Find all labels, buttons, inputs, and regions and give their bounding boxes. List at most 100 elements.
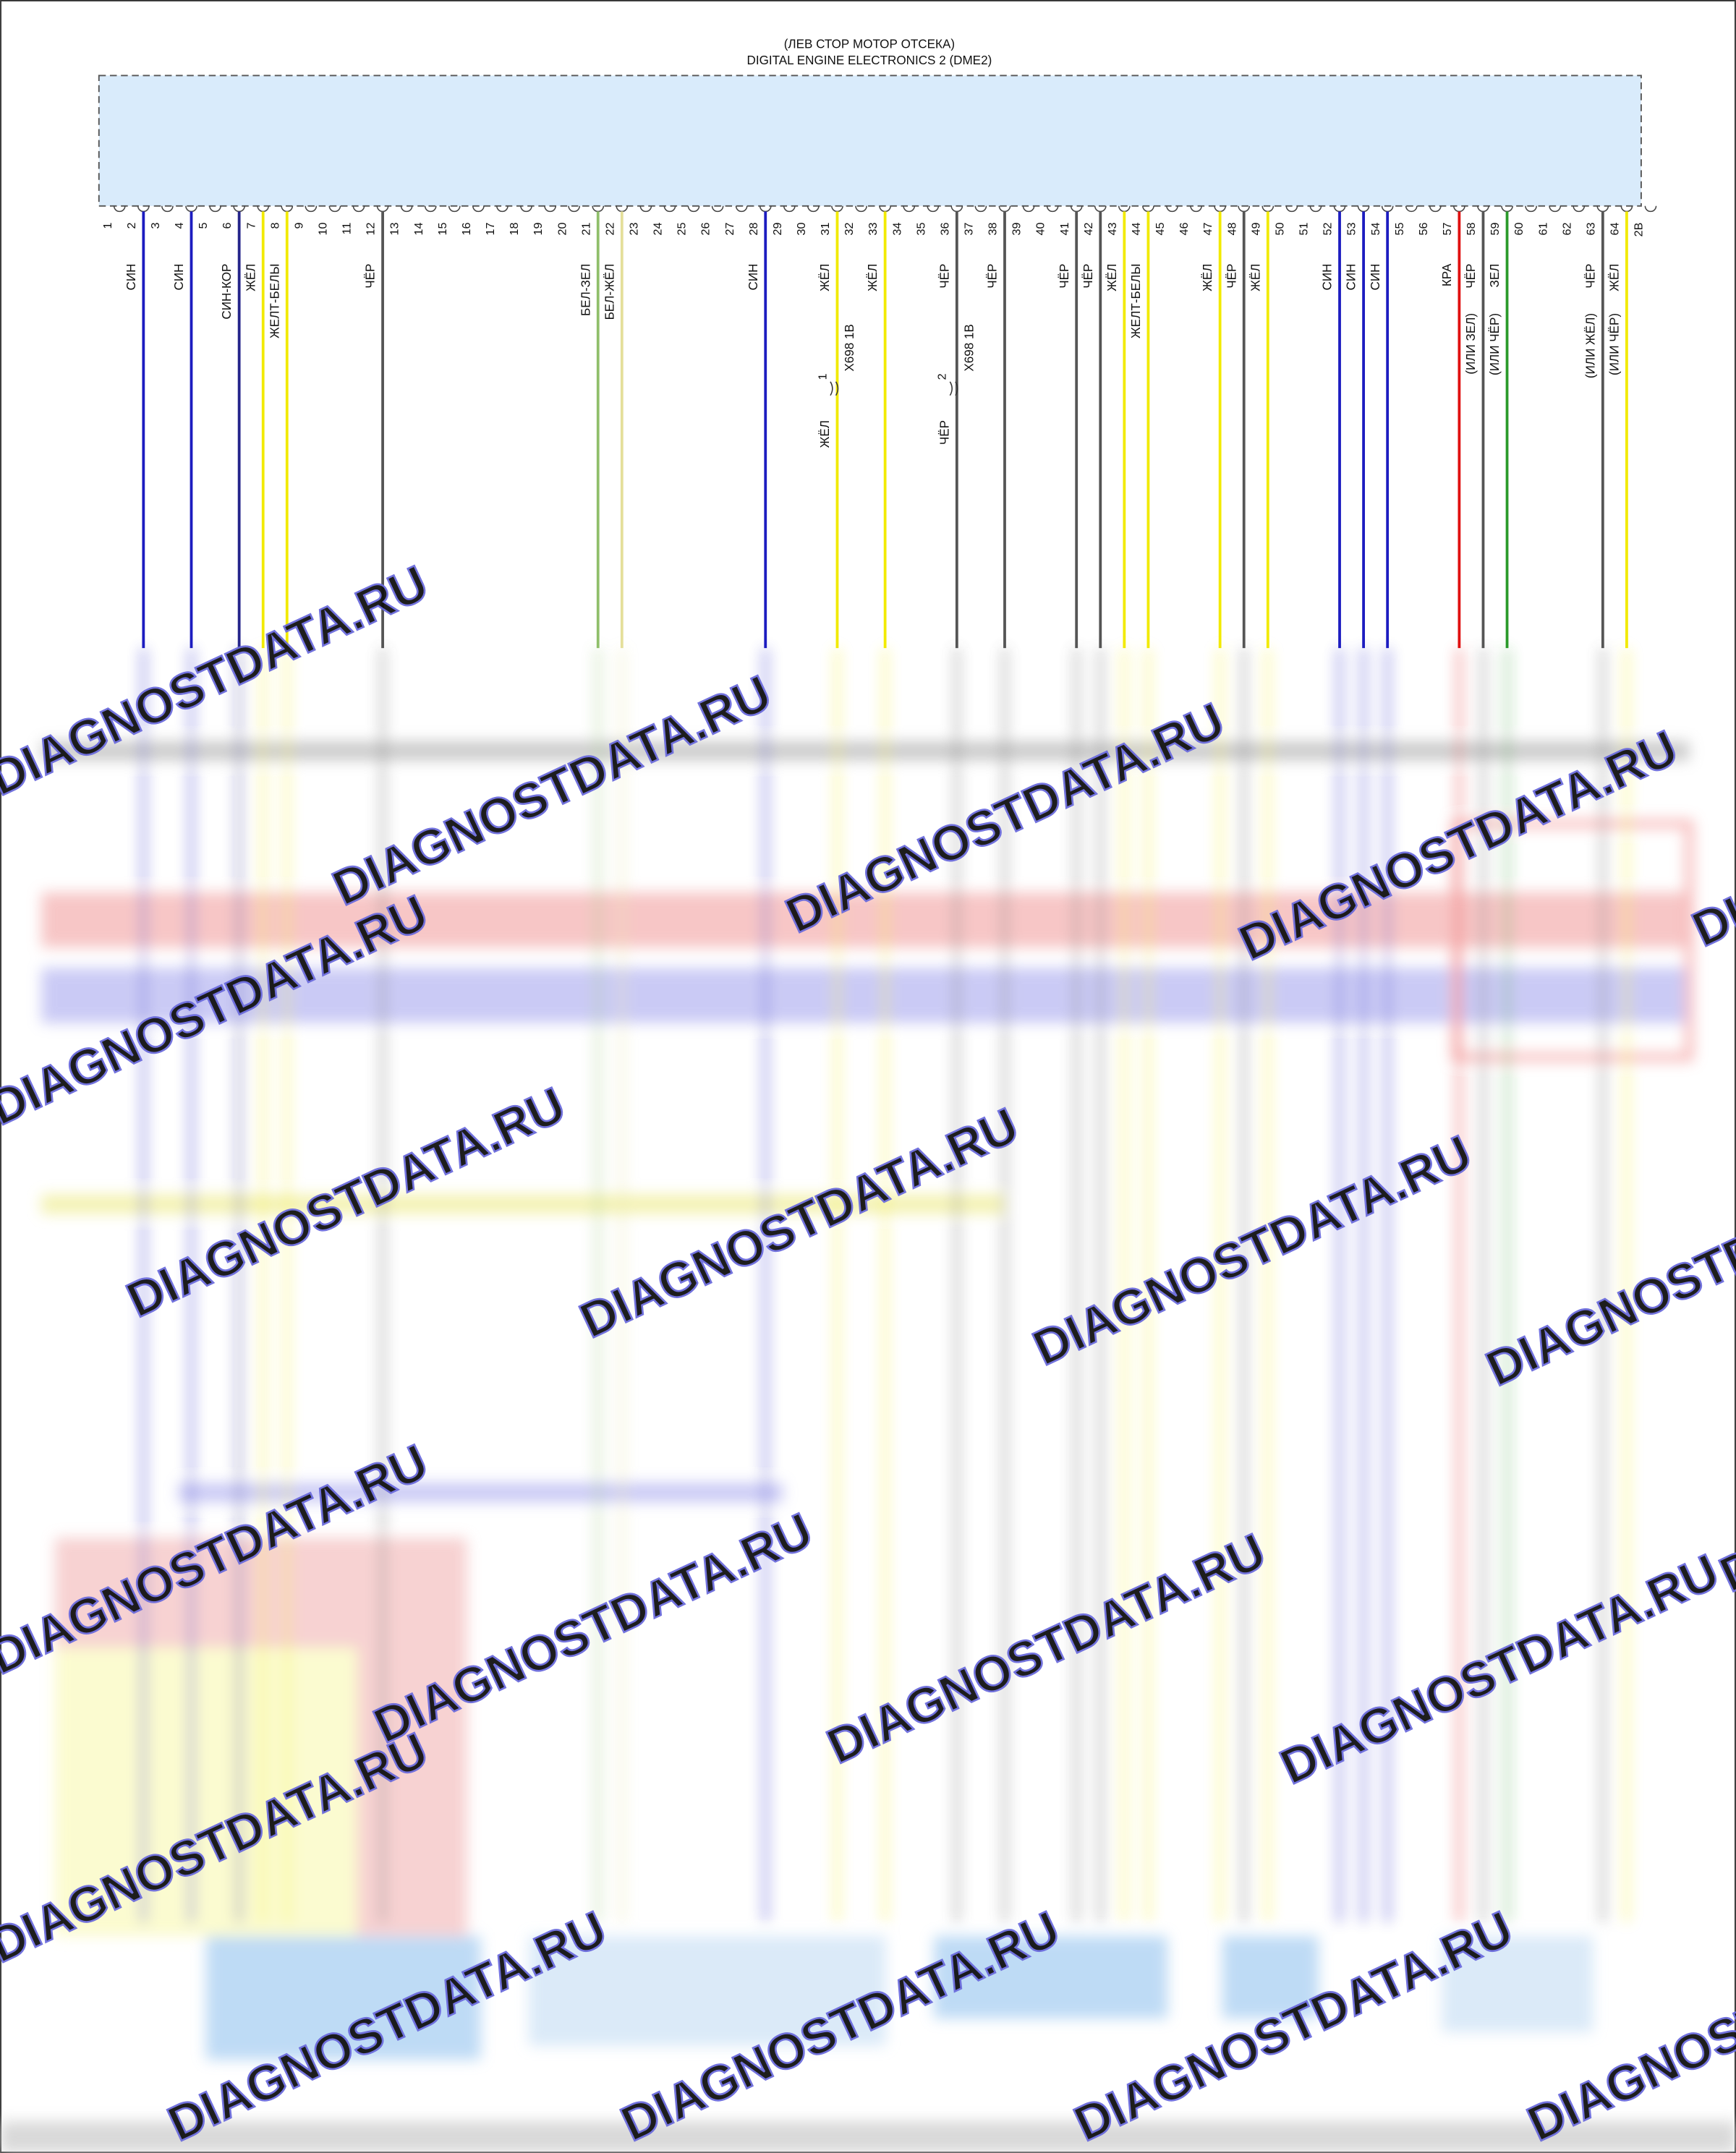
wire-alt-color: (ИЛИ ЖЁЛ) bbox=[1583, 313, 1597, 378]
block bbox=[1442, 1936, 1594, 2032]
pin-number: 63 bbox=[1584, 223, 1597, 236]
pin-number: 60 bbox=[1512, 223, 1526, 236]
pin-socket bbox=[1596, 205, 1609, 213]
pin-number: 64 bbox=[1609, 223, 1622, 236]
pin-number: 44 bbox=[1130, 223, 1143, 236]
pin-socket bbox=[1644, 205, 1657, 213]
pin-socket bbox=[639, 205, 652, 213]
band bbox=[41, 892, 1690, 948]
pin-number: 41 bbox=[1058, 223, 1071, 236]
pin-socket bbox=[807, 205, 820, 213]
wire-color: ЧЁР bbox=[937, 264, 951, 289]
pin-socket bbox=[1094, 205, 1107, 213]
wire-color: ЧЁР bbox=[1225, 264, 1238, 289]
pin-socket bbox=[1046, 205, 1059, 213]
pin-number: 58 bbox=[1465, 223, 1478, 236]
pin-number: 4 bbox=[173, 223, 186, 229]
pin-socket bbox=[1261, 205, 1275, 213]
band bbox=[41, 1194, 1003, 1214]
pin-socket bbox=[1620, 205, 1633, 213]
connector-name: X698 1B bbox=[843, 324, 856, 372]
pin-number: 26 bbox=[699, 223, 712, 236]
pin-number: 45 bbox=[1154, 223, 1167, 236]
wire-color: ЖЁЛ bbox=[1105, 264, 1119, 291]
pin-number: 50 bbox=[1273, 223, 1286, 236]
pin-number: 27 bbox=[723, 223, 736, 236]
pin-socket bbox=[616, 205, 629, 213]
pin-number: 51 bbox=[1298, 223, 1311, 236]
pin-number: 21 bbox=[579, 223, 592, 236]
wire-color: ЧЁР bbox=[1058, 264, 1071, 289]
wire-color: СИН-КОР bbox=[220, 264, 234, 320]
pin-socket bbox=[998, 205, 1011, 213]
pin-number: 7 bbox=[244, 223, 258, 229]
wire-color: СИН bbox=[172, 264, 186, 291]
pin-socket bbox=[1285, 205, 1298, 213]
pin-socket bbox=[1501, 205, 1513, 213]
pin-socket bbox=[257, 205, 270, 213]
pin-socket bbox=[568, 205, 581, 213]
block bbox=[934, 1936, 1167, 2018]
pin-socket bbox=[687, 205, 700, 213]
wire-color: ЖЁЛ bbox=[866, 264, 880, 291]
connector-name: X698 1B bbox=[963, 324, 977, 372]
pin-number: 25 bbox=[676, 223, 689, 236]
pin-number: 62 bbox=[1560, 223, 1573, 236]
pin-socket bbox=[1453, 205, 1465, 213]
pin-number: 19 bbox=[532, 223, 545, 236]
pin-socket bbox=[185, 205, 197, 213]
pin-socket bbox=[1549, 205, 1562, 213]
pin-number: 3 bbox=[149, 223, 162, 229]
pin-socket bbox=[759, 205, 772, 213]
pin-number: 18 bbox=[508, 223, 521, 236]
wire-color: ЖЕЛТ-БЕЛЫ bbox=[268, 264, 281, 338]
pin-number: 29 bbox=[771, 223, 784, 236]
pin-number: 61 bbox=[1536, 223, 1549, 236]
pin-socket bbox=[1381, 205, 1394, 213]
pin-socket bbox=[496, 205, 509, 213]
block bbox=[1222, 1936, 1319, 2018]
pin-number: 11 bbox=[341, 223, 354, 235]
pin-number: 30 bbox=[795, 223, 808, 236]
pin-number: 28 bbox=[747, 223, 760, 236]
pin-number: 39 bbox=[1010, 223, 1024, 236]
pin-socket bbox=[1070, 205, 1083, 213]
pin-number: 15 bbox=[436, 223, 449, 236]
pin-socket bbox=[233, 205, 245, 213]
pin-number: 8 bbox=[268, 223, 281, 229]
pin-socket bbox=[472, 205, 485, 213]
connector-mark bbox=[830, 381, 839, 396]
connector-mark bbox=[949, 381, 958, 396]
pin-number: 56 bbox=[1417, 223, 1430, 236]
wire-color: ЧЁР bbox=[364, 264, 378, 289]
band bbox=[178, 1483, 783, 1503]
wire-color: ЖЁЛ bbox=[1608, 264, 1622, 291]
band bbox=[41, 968, 1690, 1023]
pin-socket bbox=[1118, 205, 1131, 213]
pin-number: 35 bbox=[914, 223, 927, 236]
pin-socket bbox=[1142, 205, 1154, 213]
pin-number: 22 bbox=[603, 223, 616, 236]
pin-number: 23 bbox=[627, 223, 640, 236]
pin-number: 40 bbox=[1034, 223, 1047, 236]
pin-number: 2 bbox=[125, 223, 138, 229]
pin-number: 32 bbox=[843, 223, 856, 236]
block bbox=[529, 1936, 886, 2046]
module-title: DIGITAL ENGINE ELECTRONICS 2 (DME2) bbox=[747, 54, 992, 67]
wire-alt-color: (ИЛИ ЗЕЛ) bbox=[1464, 313, 1478, 375]
pin-socket bbox=[424, 205, 437, 213]
pin-socket bbox=[544, 205, 556, 213]
pin-number: 5 bbox=[197, 223, 210, 229]
pin-number: 53 bbox=[1345, 223, 1358, 236]
block bbox=[205, 1936, 481, 2060]
pin-socket bbox=[663, 205, 676, 213]
wire-color: СИН bbox=[124, 264, 138, 291]
wire-color: ЧЁР bbox=[986, 264, 1000, 289]
pin-number: 54 bbox=[1369, 223, 1382, 236]
wire-color: БЕЛ-ЗЕЛ bbox=[579, 264, 592, 316]
pin-socket bbox=[352, 205, 365, 213]
pin-socket bbox=[1429, 205, 1442, 213]
pin-socket bbox=[520, 205, 532, 213]
pin-number: 52 bbox=[1322, 223, 1335, 236]
